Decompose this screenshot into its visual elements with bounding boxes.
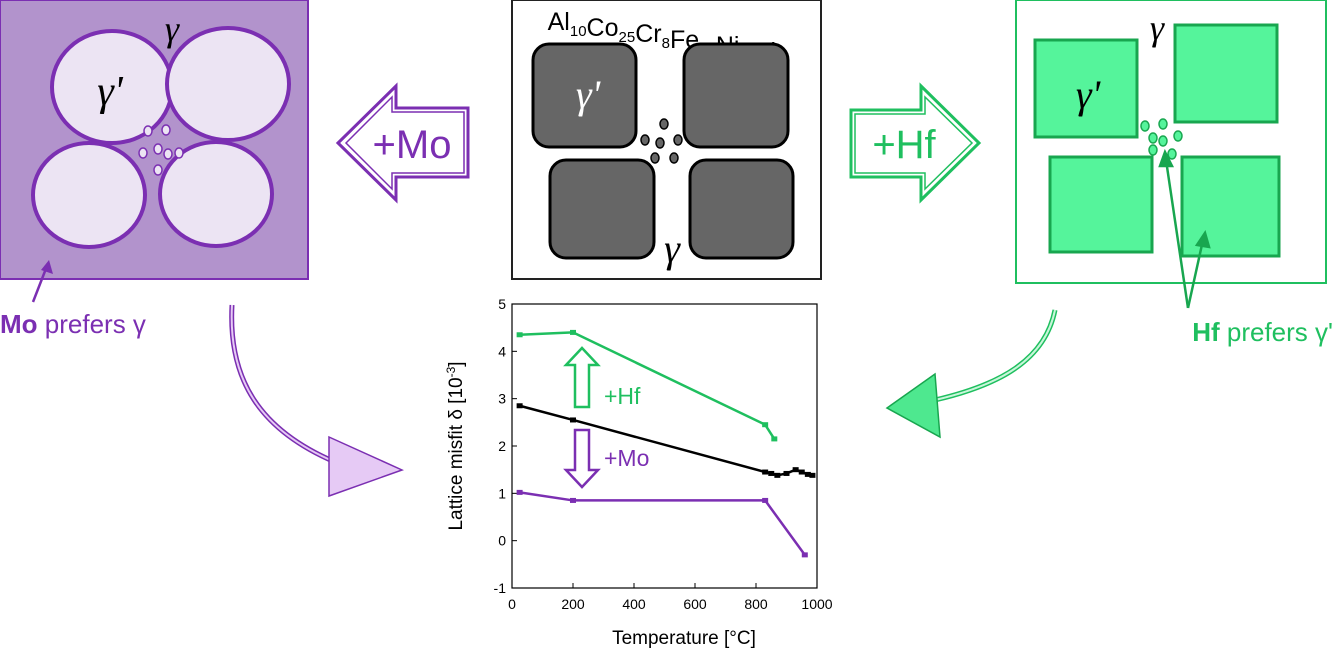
data-point-base: [768, 470, 775, 476]
y-tick-label: 3: [498, 391, 506, 407]
x-tick-label: 400: [622, 596, 646, 612]
right-precipitate-1: [1033, 38, 1139, 139]
center-precipitate-3: [548, 158, 656, 260]
chart-series: [516, 329, 816, 558]
left-note-arrow: [31, 260, 53, 303]
y-tick-label: 1: [498, 485, 506, 501]
alloy-fraction-cr: 8: [662, 35, 670, 52]
data-point-base: [809, 472, 816, 478]
right-gamma-prime-label: γ': [1076, 72, 1102, 117]
series-line-hf: [519, 331, 776, 440]
hf-increase-arrow: +Hf: [563, 346, 641, 409]
data-point-hf: [771, 436, 778, 442]
y-tick-label: 4: [498, 343, 506, 359]
right-solute-atoms: [1140, 118, 1183, 160]
y-axis-title: Lattice misfit δ [10-3]: [444, 361, 467, 530]
left-precipitate-2: [165, 26, 291, 142]
y-tick-label: 0: [498, 533, 506, 549]
data-point-base: [792, 467, 799, 473]
alloy-element-co: Co: [587, 14, 619, 42]
center-precipitate-1: [531, 42, 638, 149]
center-gamma-label: γ: [664, 226, 681, 271]
left-panel-mo: γ γ' Mo prefers γ: [0, 0, 309, 339]
right-precipitate-4: [1180, 155, 1281, 258]
left-curved-arrow: [229, 304, 405, 498]
hf-arrow-label: +Hf: [872, 123, 936, 167]
data-point-hf: [762, 422, 769, 428]
data-point-base: [762, 469, 769, 475]
right-precipitate-2: [1173, 23, 1279, 124]
x-axis-title: Temperature [°C]: [612, 628, 756, 649]
mo-decrease-arrow: +Mo: [563, 428, 649, 489]
left-precipitate-3: [31, 141, 147, 249]
right-gamma-label: γ: [1150, 8, 1165, 48]
center-precipitate-4: [688, 158, 795, 260]
left-gamma-label: γ: [165, 9, 180, 49]
right-panel-hf: γ γ' Hf prefers γ': [1015, 0, 1333, 347]
data-point-mo: [801, 552, 808, 558]
left-solute-atoms: [138, 124, 184, 176]
left-precipitate-4: [158, 140, 274, 248]
series-line-mo: [519, 491, 806, 556]
series-line-base: [519, 404, 813, 477]
data-point-mo: [762, 497, 769, 503]
y-tick-label: 5: [498, 296, 506, 312]
left-gamma-prime-label: γ': [97, 69, 124, 115]
center-panel-base: Al10Co25Cr8Fe15Ni36Ti6 γ' γ: [511, 0, 822, 280]
x-tick-label: 0: [508, 596, 516, 612]
x-tick-label: 800: [744, 596, 768, 612]
y-tick-label: 2: [498, 438, 506, 454]
center-precipitate-2: [682, 42, 790, 149]
y-tick-label: -1: [494, 580, 507, 596]
data-point-mo: [516, 489, 523, 495]
alloy-element-cr: Cr: [635, 20, 661, 48]
data-point-mo: [570, 497, 576, 503]
data-point-base: [570, 417, 576, 423]
x-tick-label: 600: [683, 596, 707, 612]
data-point-hf: [516, 332, 523, 338]
mo-addition-arrow: +Mo: [335, 82, 470, 204]
data-point-base: [516, 403, 523, 409]
right-note-arrows: [1158, 148, 1211, 309]
x-tick-label: 200: [561, 596, 585, 612]
data-point-base: [798, 469, 805, 475]
alloy-element-al: Al: [548, 8, 570, 36]
alloy-fraction-al: 10: [570, 23, 587, 40]
data-point-hf: [570, 329, 576, 335]
data-point-base: [804, 471, 811, 477]
mo-decrease-label: +Mo: [604, 445, 649, 471]
right-note: Hf prefers γ': [1192, 317, 1333, 347]
left-note: Mo prefers γ: [0, 309, 146, 339]
data-point-base: [783, 470, 790, 476]
right-precipitate-3: [1048, 155, 1154, 254]
right-curved-arrow: [885, 309, 1058, 439]
x-tick-label: 1000: [801, 596, 832, 612]
data-point-base: [774, 472, 781, 478]
hf-addition-arrow: +Hf: [849, 82, 982, 204]
hf-increase-label: +Hf: [604, 383, 641, 409]
center-gamma-prime-label: γ': [576, 72, 602, 117]
center-solute-atoms: [640, 118, 683, 164]
alloy-fraction-co: 25: [619, 29, 636, 46]
mo-arrow-label: +Mo: [373, 123, 452, 167]
